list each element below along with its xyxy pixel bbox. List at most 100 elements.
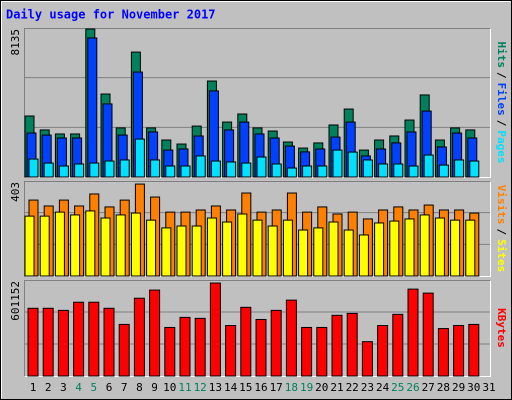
bar	[179, 316, 191, 377]
bar	[130, 212, 141, 277]
x-tick-label: 12	[194, 381, 207, 394]
bar	[408, 165, 419, 178]
bar	[346, 312, 358, 377]
bar	[176, 225, 187, 277]
legend-entry: KBytes	[495, 308, 508, 348]
bar	[252, 219, 263, 277]
bar	[358, 234, 369, 277]
x-tick-label: 27	[422, 381, 435, 394]
x-tick-label: 18	[285, 381, 298, 394]
bar	[73, 301, 85, 377]
bar	[149, 289, 161, 377]
bar	[57, 309, 69, 377]
x-tick-label: 4	[75, 381, 82, 394]
legend-separator: /	[495, 120, 508, 127]
bar	[222, 221, 233, 277]
bar	[87, 37, 98, 178]
y-tick-label: 601152	[9, 281, 22, 321]
plot-bevel	[24, 28, 491, 178]
bar	[256, 156, 267, 178]
x-tick-label: 1	[30, 381, 37, 394]
bar	[392, 313, 404, 377]
bar	[407, 288, 419, 377]
legend-entry: Hits	[495, 42, 508, 69]
x-tick-label: 17	[270, 381, 283, 394]
bar	[206, 217, 217, 277]
bar	[434, 217, 445, 277]
bar	[419, 214, 430, 277]
x-tick-label: 30	[467, 381, 480, 394]
x-tick-label: 31	[482, 381, 495, 394]
bar	[378, 163, 389, 178]
chart-title: Daily usage for November 2017	[6, 8, 216, 22]
bar	[362, 159, 373, 178]
bar	[298, 229, 309, 277]
x-tick-label: 11	[178, 381, 191, 394]
bar	[100, 217, 111, 277]
bar	[343, 229, 354, 277]
bar	[282, 219, 293, 277]
bar	[27, 307, 39, 377]
bar	[374, 222, 385, 277]
bar	[422, 292, 434, 377]
x-tick-label: 29	[452, 381, 465, 394]
x-tick-label: 9	[151, 381, 158, 394]
x-tick-label: 5	[90, 381, 97, 394]
legend: Visits / Sites	[495, 185, 508, 273]
bar	[85, 210, 96, 277]
x-tick-label: 6	[106, 381, 113, 394]
bar	[469, 160, 480, 178]
bar	[331, 314, 343, 377]
bar	[389, 220, 400, 277]
bar	[150, 159, 161, 178]
bar	[271, 163, 282, 178]
bar	[437, 328, 449, 377]
bar	[74, 163, 85, 178]
bar	[164, 326, 176, 377]
bar	[103, 307, 115, 377]
bar	[209, 282, 221, 377]
bar	[313, 227, 324, 277]
legend-entry: Visits	[495, 185, 508, 225]
bar	[347, 151, 358, 178]
bar	[237, 213, 248, 277]
bar	[240, 306, 252, 377]
bar	[393, 163, 404, 178]
bar	[241, 162, 252, 178]
legend: KBytes	[495, 308, 508, 348]
bar	[361, 341, 373, 377]
bar	[438, 164, 449, 178]
x-tick-label: 22	[346, 381, 359, 394]
legend: Hits / Files / Pages	[495, 42, 508, 164]
bar	[104, 160, 115, 178]
bar	[454, 159, 465, 178]
bar	[286, 167, 297, 178]
bar	[404, 218, 415, 277]
bar	[165, 165, 176, 178]
x-tick-label: 8	[136, 381, 143, 394]
bar	[316, 326, 328, 377]
bar	[301, 326, 313, 377]
bar	[24, 215, 35, 277]
y-tick-label: 403	[9, 182, 22, 202]
legend-separator: /	[495, 72, 508, 79]
x-tick-label: 26	[406, 381, 419, 394]
plot-bevel	[24, 280, 491, 377]
bar	[270, 309, 282, 377]
bar	[134, 138, 145, 178]
bar	[267, 225, 278, 277]
bar	[118, 323, 130, 377]
bar	[180, 165, 191, 178]
y-tick-label: 8135	[9, 29, 22, 56]
bar	[28, 158, 39, 178]
legend-entry: Sites	[495, 239, 508, 272]
bar	[146, 219, 157, 277]
x-tick-label: 20	[315, 381, 328, 394]
bar	[89, 162, 100, 178]
legend-entry: Pages	[495, 130, 508, 163]
bar	[328, 221, 339, 277]
bar	[88, 301, 100, 377]
bar	[161, 227, 172, 277]
